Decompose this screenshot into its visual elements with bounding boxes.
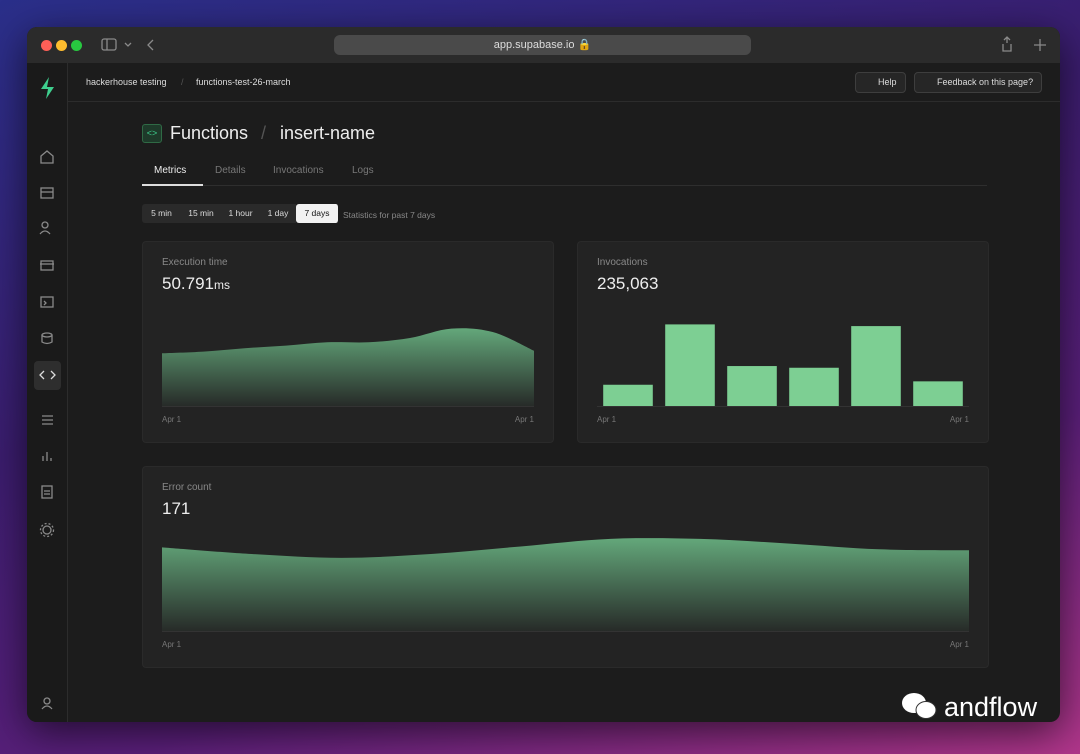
close-button[interactable] xyxy=(41,40,52,51)
x-label: Apr 1 xyxy=(597,415,617,424)
tab[interactable]: Logs xyxy=(352,165,374,176)
browser-window: app.supabase.io 🔒 hackerhouse testing / … xyxy=(27,27,1060,722)
x-label: Apr 1 xyxy=(514,415,534,424)
tab[interactable]: Invocations xyxy=(273,165,324,176)
title-separator: / xyxy=(261,123,267,143)
breadcrumb[interactable]: hackerhouse testing xyxy=(86,77,167,87)
x-label: Apr 1 xyxy=(162,640,182,649)
x-label: Apr 1 xyxy=(949,415,969,424)
toolbar-right-icons xyxy=(1002,36,1046,52)
x-label: Apr 1 xyxy=(949,640,969,649)
tab[interactable]: Details xyxy=(215,165,246,176)
card-label: Invocations xyxy=(597,257,648,268)
help-button[interactable]: Help xyxy=(855,72,906,93)
wechat-logo xyxy=(900,690,938,720)
chart xyxy=(162,538,969,632)
page-subtitle: insert-name xyxy=(280,123,376,143)
area xyxy=(162,328,534,406)
breadcrumb[interactable]: functions-test-26-march xyxy=(196,77,291,87)
time-range-button[interactable]: 5 min xyxy=(142,204,182,223)
tab-divider xyxy=(142,185,987,186)
page-title: Functions xyxy=(170,123,249,143)
bar xyxy=(603,384,653,406)
toolbar-icons xyxy=(101,38,154,51)
active-tab-indicator xyxy=(142,184,203,186)
functions-icon: <> xyxy=(142,124,162,143)
watermark: andflow xyxy=(944,692,1038,722)
minimize-button[interactable] xyxy=(56,40,67,51)
address-bar[interactable]: app.supabase.io 🔒 xyxy=(334,35,751,55)
url-text: app.supabase.io xyxy=(493,39,575,51)
value-unit: ms xyxy=(214,278,230,292)
breadcrumb-separator: / xyxy=(181,77,184,87)
time-range-button[interactable]: 15 min xyxy=(181,204,222,223)
area xyxy=(162,538,969,631)
zoom-button[interactable] xyxy=(71,40,82,51)
time-range-button[interactable]: 7 days xyxy=(296,204,339,223)
metric-card: Invocations 235,063 Apr 1 Apr 1 xyxy=(577,241,989,443)
button-label: Help xyxy=(878,77,897,87)
x-label: Apr 1 xyxy=(162,415,182,424)
wechat-icon xyxy=(902,693,937,719)
bar xyxy=(851,326,901,406)
card-label: Error count xyxy=(162,482,212,493)
card-value: 171 xyxy=(162,499,191,518)
range-note: Statistics for past 7 days xyxy=(343,210,436,220)
card-label: Execution time xyxy=(162,257,228,268)
metric-card: Error count 171 Apr 1 Apr 1 xyxy=(142,466,989,668)
chart xyxy=(597,324,969,407)
bar xyxy=(913,381,963,406)
chart xyxy=(162,328,534,407)
bar xyxy=(665,324,715,406)
tab[interactable]: Metrics xyxy=(154,165,187,176)
card-value: 235,063 xyxy=(597,274,659,293)
feedback-button[interactable]: Feedback on this page? xyxy=(914,72,1043,93)
metric-card: Execution time 50.791ms Apr 1 Apr 1 xyxy=(142,241,554,443)
top-bar: hackerhouse testing / functions-test-26-… xyxy=(68,63,1060,102)
time-range-button[interactable]: 1 day xyxy=(260,204,297,223)
button-label: Feedback on this page? xyxy=(937,77,1034,87)
bar xyxy=(789,367,839,406)
title-bar: app.supabase.io 🔒 xyxy=(27,27,1060,63)
card-value: 50.791ms xyxy=(162,274,230,293)
time-range-button[interactable]: 1 hour xyxy=(221,204,261,223)
sidebar-icons xyxy=(34,77,61,710)
bar xyxy=(727,366,777,406)
sidebar xyxy=(27,63,68,722)
